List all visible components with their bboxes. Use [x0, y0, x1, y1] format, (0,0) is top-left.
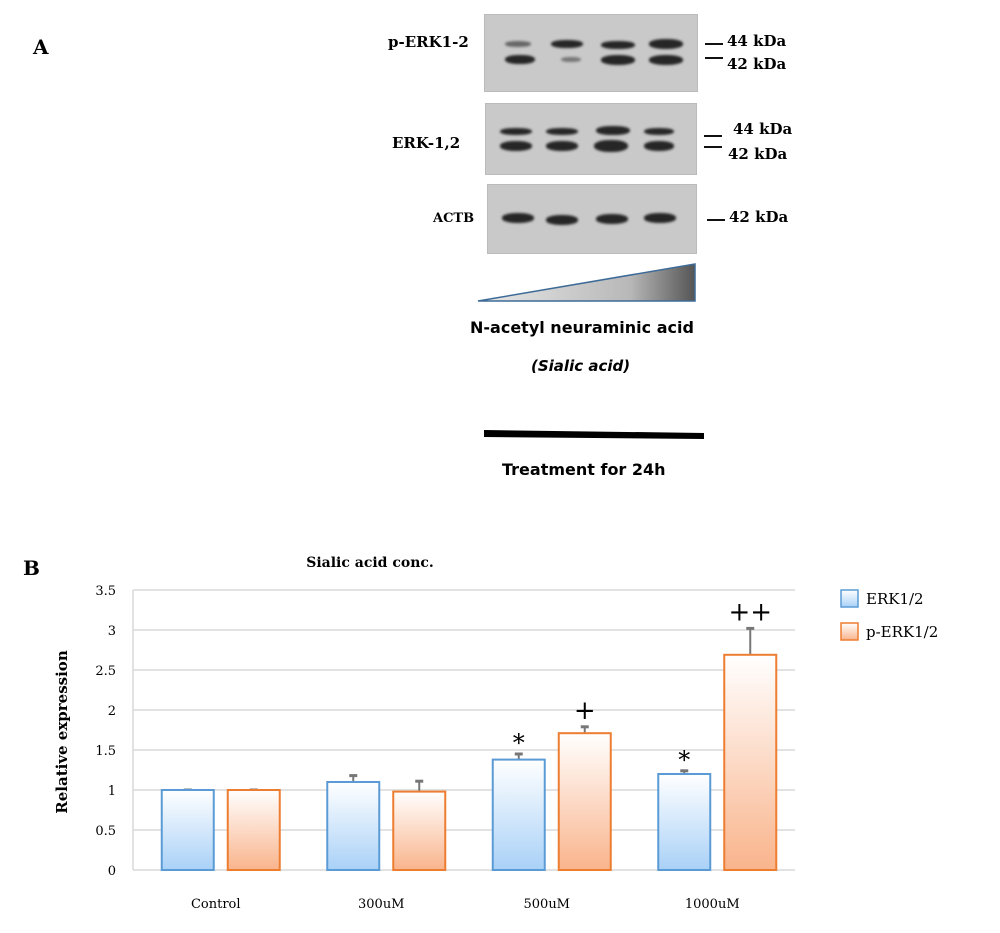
significance-marker: *	[678, 746, 690, 774]
panel-label-b: B	[23, 556, 40, 580]
x-tick-label: 500uM	[524, 897, 571, 912]
marker-42kda: 42 kDa	[727, 55, 787, 73]
legend-swatch	[840, 589, 859, 608]
y-tick-label: 2	[108, 704, 116, 719]
marker-44kda: 44 kDa	[727, 32, 787, 50]
legend-label: ERK1/2	[866, 590, 924, 608]
gradient-sublabel: (Sialic acid)	[531, 357, 631, 375]
x-tick-label: 1000uM	[685, 897, 740, 912]
concentration-gradient	[477, 263, 696, 302]
y-tick-label: 1.5	[95, 744, 116, 759]
blot-label-actb: ACTB	[433, 211, 475, 226]
marker-44kda: 44 kDa	[733, 120, 793, 138]
x-tick-label: Control	[191, 897, 241, 912]
bar-ERK1/2	[657, 773, 712, 871]
blot-label-erk: ERK-1,2	[392, 134, 461, 152]
y-tick-label: 3	[108, 624, 116, 639]
y-tick-label: 2.5	[95, 664, 116, 679]
blot-actb	[487, 184, 697, 254]
y-tick-label: 0	[108, 864, 116, 879]
bar-ERK1/2	[160, 789, 215, 871]
blot-label-perk: p-ERK1-2	[388, 33, 469, 51]
bar-p-ERK1/2	[723, 653, 778, 871]
y-axis-label: Relative expression	[53, 650, 71, 814]
bar-p-ERK1/2	[392, 790, 447, 872]
bar-ERK1/2	[326, 781, 381, 871]
treatment-bar	[484, 430, 704, 439]
y-tick-label: 1	[108, 784, 116, 799]
y-tick-label: 0.5	[95, 824, 116, 839]
bar-ERK1/2	[491, 758, 546, 872]
gradient-label: N-acetyl neuraminic acid	[470, 318, 694, 337]
significance-marker: +	[574, 696, 596, 726]
bar-chart: Sialic acid conc. Relative expression 0 0…	[53, 555, 938, 912]
chart-title: Sialic acid conc.	[306, 555, 434, 571]
y-tick-label: 3.5	[95, 584, 116, 599]
legend-swatch	[840, 622, 859, 641]
panel-label-a: A	[33, 35, 49, 59]
significance-marker: ++	[728, 597, 772, 627]
bar-p-ERK1/2	[557, 732, 612, 871]
blot-erk	[485, 103, 697, 175]
significance-marker: *	[513, 729, 525, 757]
bar-p-ERK1/2	[226, 789, 281, 871]
marker-42kda: 42 kDa	[729, 208, 789, 226]
blot-perk	[484, 14, 698, 92]
marker-42kda: 42 kDa	[728, 145, 788, 163]
x-tick-label: 300uM	[358, 897, 405, 912]
treatment-label: Treatment for 24h	[502, 460, 666, 479]
legend-label: p-ERK1/2	[866, 623, 938, 641]
